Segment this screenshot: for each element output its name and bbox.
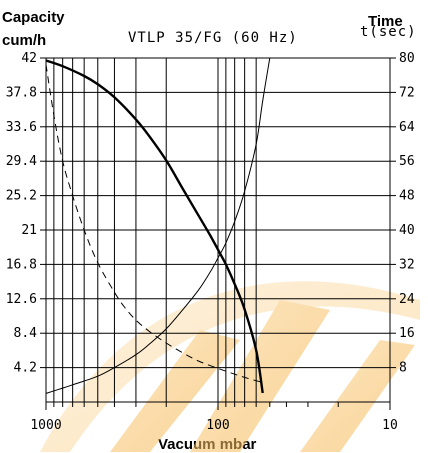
y-left-tick-label: 42	[21, 51, 37, 66]
series-line-thick-solid	[45, 59, 264, 394]
y-left-tick-label: 12.6	[6, 292, 37, 307]
series-line-thin-solid	[45, 57, 271, 394]
y-left-label-line1: Capacity	[2, 9, 65, 26]
y-right-tick-label: 80	[399, 51, 415, 66]
y-left-tick-label: 4.2	[14, 361, 37, 376]
y-right-tick-label: 40	[399, 223, 415, 238]
y-left-label-line2: cum/h	[2, 32, 47, 49]
series-line-dashed	[45, 64, 263, 383]
series-group	[45, 57, 271, 394]
y-right-tick-label: 8	[399, 361, 407, 376]
y-right-label-line2: t(sec)	[360, 24, 417, 40]
tick-marks	[40, 57, 396, 410]
watermark-graphic	[40, 281, 420, 452]
y-right-tick-label: 48	[399, 189, 415, 204]
y-left-tick-label: 33.6	[6, 120, 37, 135]
y-left-tick-label: 8.4	[14, 326, 38, 341]
y-left-tick-label: 37.8	[6, 85, 37, 100]
x-tick-label: 1000	[30, 418, 61, 433]
grid-lines	[45, 57, 391, 403]
y-right-label-line1: Time	[368, 13, 403, 30]
tick-labels: 42 37.8 33.6 29.4 25.2 21 16.8 12.6 8.4 4.2 80 72 64…	[6, 51, 415, 433]
y-right-tick-label: 16	[399, 326, 415, 341]
y-left-tick-label: 25.2	[6, 189, 37, 204]
x-tick-label: 10	[382, 418, 398, 433]
y-right-tick-label: 32	[399, 257, 415, 272]
y-right-tick-label: 56	[399, 154, 415, 169]
y-right-tick-label: 24	[399, 292, 415, 307]
x-tick-label: 100	[206, 418, 229, 433]
y-right-tick-label: 72	[399, 85, 415, 100]
y-right-tick-label: 64	[399, 120, 415, 135]
chart-title: VTLP 35/FG (60 Hz)	[128, 30, 298, 46]
y-left-tick-label: 29.4	[6, 154, 37, 169]
y-left-tick-label: 21	[21, 223, 37, 238]
y-left-tick-label: 16.8	[6, 257, 37, 272]
